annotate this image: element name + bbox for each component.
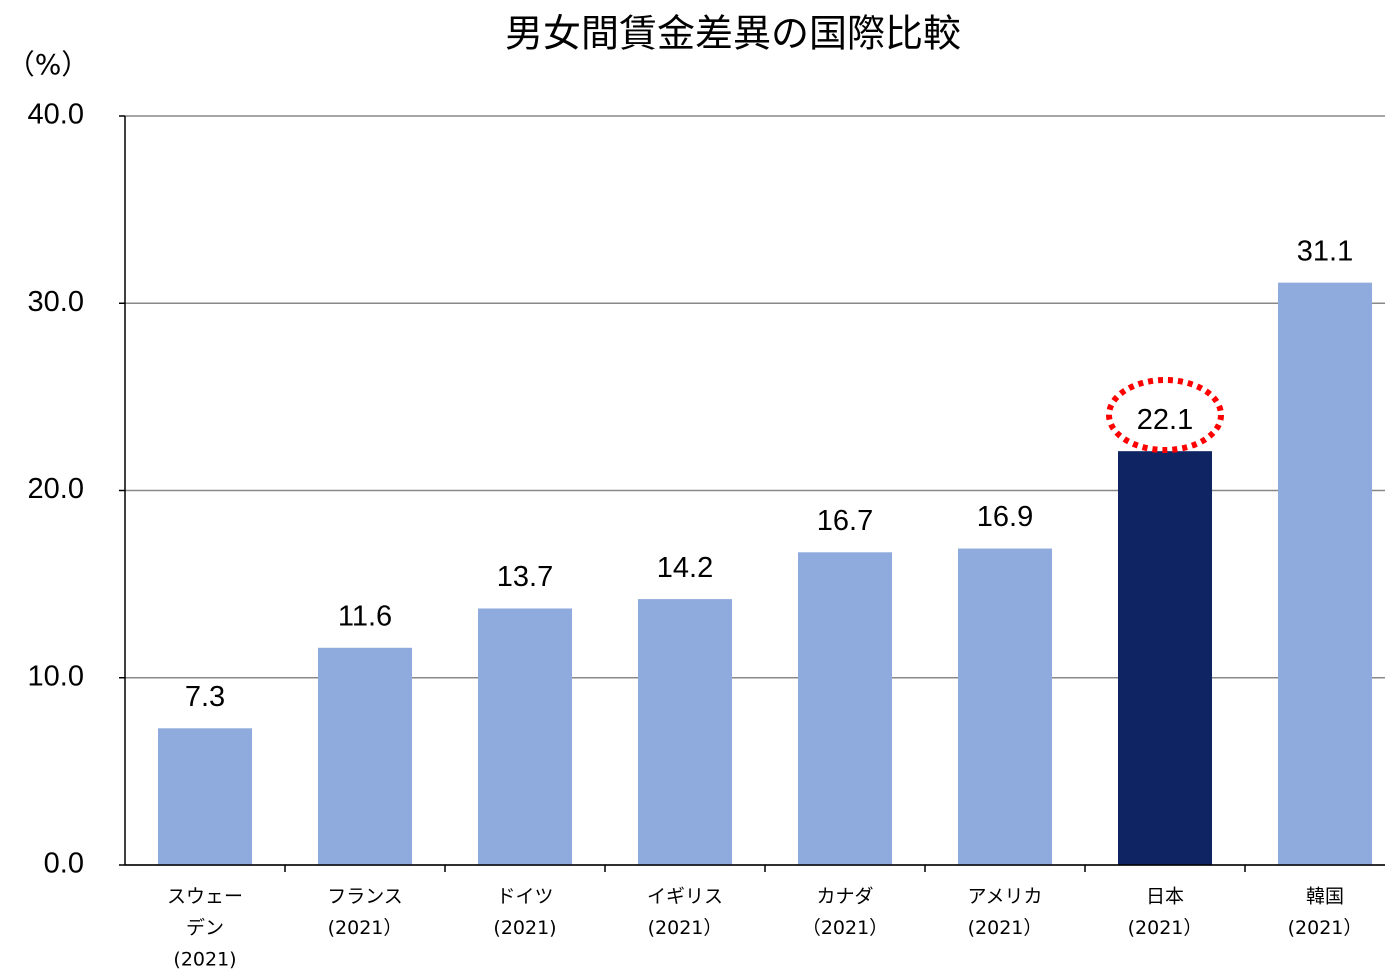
bar — [1118, 451, 1212, 865]
x-tick-label: 日本 — [1146, 886, 1184, 908]
x-tick-label: (2021） — [648, 917, 723, 939]
x-tick-label: ドイツ — [496, 886, 553, 908]
x-tick-label: スウェー — [167, 886, 243, 908]
chart-title: 男女間賃金差異の国際比較 — [505, 12, 961, 56]
x-tick-label: (2021) — [173, 949, 236, 969]
y-tick-label: 40.0 — [28, 99, 84, 131]
bar — [158, 728, 252, 865]
bar — [478, 608, 572, 865]
value-label: 13.7 — [497, 561, 553, 593]
value-label: 11.6 — [338, 600, 392, 632]
value-label: 7.3 — [185, 681, 225, 713]
x-tick-label: (2021) — [493, 917, 556, 939]
bar — [958, 548, 1052, 865]
y-axis-label: （%） — [7, 48, 90, 81]
y-tick-label: 30.0 — [28, 286, 84, 318]
x-tick-label: (2021） — [1128, 917, 1203, 939]
highlight-ellipse — [1106, 377, 1224, 453]
x-tick-label: (2021） — [1288, 917, 1363, 939]
bar — [1278, 282, 1372, 866]
bar — [798, 552, 892, 865]
x-tick-label: イギリス — [647, 886, 723, 908]
x-tick-label: カナダ — [816, 886, 873, 908]
value-label: 14.2 — [657, 552, 713, 584]
x-tick-label: デン — [186, 917, 224, 939]
value-label: 16.9 — [977, 501, 1033, 533]
x-tick-label: （2021） — [802, 917, 888, 939]
y-tick-label: 0.0 — [44, 848, 84, 880]
x-tick-label: アメリカ — [967, 886, 1042, 908]
y-tick-label: 10.0 — [28, 660, 84, 692]
value-label: 31.1 — [1297, 235, 1353, 267]
y-tick-label: 20.0 — [28, 473, 84, 505]
x-tick-label: フランス — [327, 886, 403, 908]
x-tick-label: (2021） — [328, 917, 403, 939]
value-label: 16.7 — [817, 505, 873, 537]
x-tick-label: 韓国 — [1306, 886, 1344, 908]
bar — [318, 647, 412, 865]
bar — [638, 599, 732, 865]
value-label: 22.1 — [1137, 404, 1193, 436]
x-tick-label: (2021） — [968, 917, 1043, 939]
